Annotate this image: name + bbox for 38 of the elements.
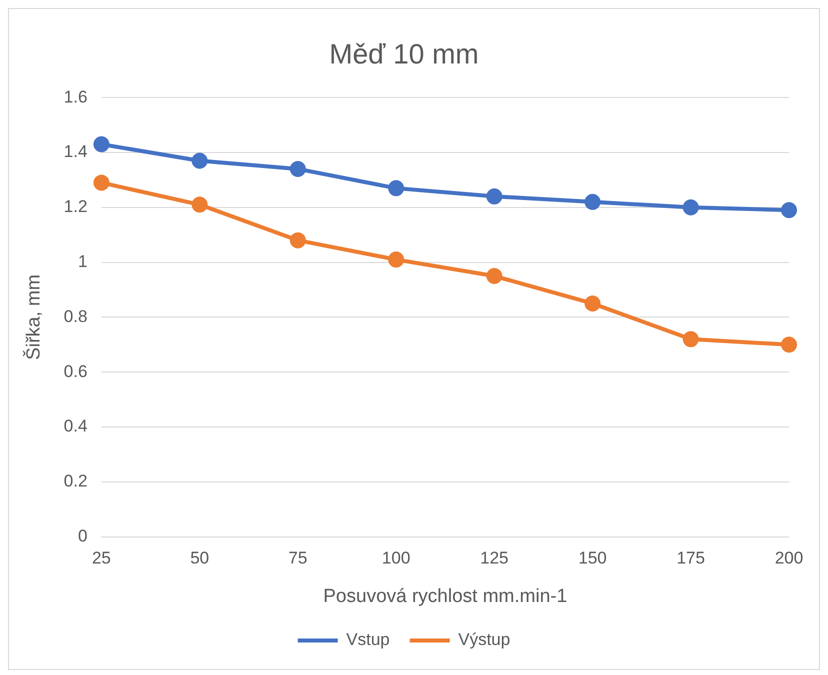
legend-label: Výstup (458, 630, 510, 650)
point (486, 188, 502, 204)
chart-title: Měď 10 mm (329, 38, 479, 70)
x-tick-label: 50 (190, 548, 210, 568)
y-tick-label: 0 (78, 526, 88, 546)
x-tick-label: 75 (288, 548, 308, 568)
y-tick-label: 0.8 (64, 306, 88, 326)
point (682, 199, 699, 216)
y-tick-label: 1.4 (64, 142, 88, 162)
point (290, 232, 306, 248)
y-tick-label: 0.4 (64, 416, 88, 436)
point (290, 160, 306, 177)
y-tick-label: 0.2 (64, 472, 88, 491)
point (388, 252, 404, 268)
y-tick-label: 1.2 (64, 197, 88, 216)
point (682, 331, 699, 348)
y-tick-label: 0.6 (64, 362, 88, 381)
y-tick-label: 1.6 (64, 87, 88, 106)
point (388, 180, 404, 196)
point (584, 295, 601, 312)
x-axis-title: Posuvová rychlost mm.min-1 (323, 586, 568, 607)
x-tick-label: 200 (774, 548, 804, 568)
x-tick-label: 25 (92, 548, 111, 568)
point (192, 152, 208, 169)
y-tick-label: 1 (78, 252, 88, 271)
point (781, 202, 797, 218)
x-tick-label: 150 (578, 548, 607, 568)
y-axis-title: Šiřka, mm (22, 274, 45, 360)
point (93, 136, 110, 152)
point (192, 196, 208, 213)
x-tick-label: 175 (676, 548, 705, 568)
point (93, 174, 110, 191)
x-tick-label: 100 (382, 548, 410, 568)
x-tick-label: 125 (480, 548, 509, 568)
point (486, 268, 502, 284)
point (781, 336, 797, 353)
legend-label: Vstup (346, 630, 390, 650)
point (584, 194, 601, 210)
